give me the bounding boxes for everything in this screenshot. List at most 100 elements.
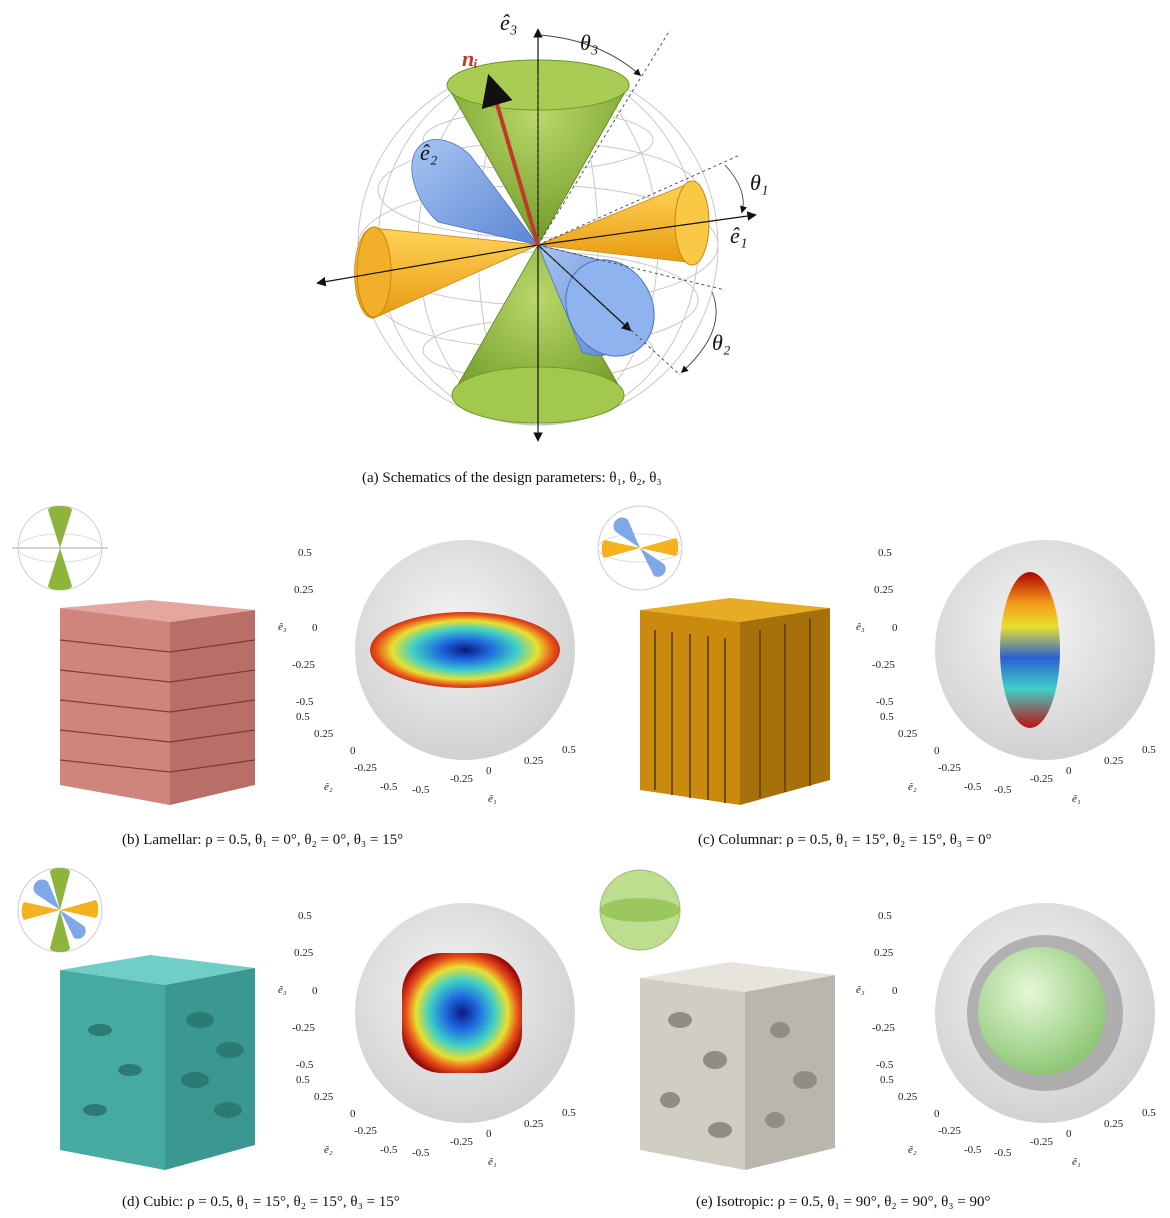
mini-sphere-d [17, 867, 103, 953]
blue-cone-back [411, 139, 539, 246]
e1-tick: -0.25 [450, 773, 473, 785]
e2-tick: -0.5 [964, 1144, 982, 1156]
e1-tick: -0.5 [994, 1147, 1012, 1159]
e3-axis-label: ê₃ [278, 621, 287, 633]
e1-axis-label: ê₁ [488, 793, 497, 805]
z-tick: 0.5 [878, 910, 892, 922]
e1-tick: 0 [1066, 765, 1072, 777]
orange-cone-right [537, 180, 710, 266]
e1-axis-label: ê₁ [488, 1156, 497, 1168]
e2-tick: 0 [350, 1108, 356, 1120]
caption-c: (c) Columnar: ρ = 0.5, θ₁ = 15°, θ₂ = 15… [698, 832, 992, 848]
e1-tick: 0.5 [562, 1107, 576, 1119]
z-tick: 0.5 [298, 547, 312, 559]
z-tick: 0.25 [294, 947, 314, 959]
e2-tick: -0.25 [938, 1125, 961, 1137]
e1-tick: -0.5 [412, 784, 430, 796]
z-tick: 0 [892, 622, 898, 634]
e1-tick: 0.25 [524, 1118, 544, 1130]
isotropic-surface [978, 947, 1106, 1075]
normal-vector [481, 73, 540, 246]
e1-tick: -0.25 [1030, 1136, 1053, 1148]
e2-tick: -0.5 [380, 1144, 398, 1156]
panel-d: 0.5 0.25 0 -0.25 -0.5 0.5 0.25 0 -0.25 -… [17, 867, 576, 1170]
e2-tick: 0.5 [880, 1074, 894, 1086]
mini-sphere-e [599, 869, 681, 951]
panel-a-schematic: ê₃ θ₃ nᵢ ê₂ θ₁ ê₁ θ₂ [316, 10, 768, 442]
e2-tick: -0.25 [938, 762, 961, 774]
e1-tick: -0.5 [412, 1147, 430, 1159]
plot-b: 0.5 0.25 0 -0.25 -0.5 0.5 0.25 0 -0.25 -… [278, 540, 576, 805]
e1-tick: -0.25 [1030, 773, 1053, 785]
e1-tick: -0.25 [450, 1136, 473, 1148]
e1-tick: 0.25 [524, 755, 544, 767]
z-tick: -0.25 [872, 1022, 895, 1034]
plot-c: 0.5 0.25 0 -0.25 -0.5 0.5 0.25 0 -0.25 -… [856, 540, 1156, 805]
z-tick: -0.25 [872, 659, 895, 671]
e1-tick: 0.5 [1142, 1107, 1156, 1119]
e1-tick: 0.5 [1142, 744, 1156, 756]
z-tick: -0.25 [292, 1022, 315, 1034]
z-tick: 0 [312, 622, 318, 634]
caption-d: (d) Cubic: ρ = 0.5, θ₁ = 15°, θ₂ = 15°, … [122, 1194, 400, 1210]
e1-axis-label: ê₁ [1072, 1156, 1081, 1168]
label-theta2: θ₂ [712, 330, 731, 355]
e2-tick: 0.5 [296, 1074, 310, 1086]
z-tick: -0.25 [292, 659, 315, 671]
e2-tick: 0.25 [898, 1091, 918, 1103]
label-e1: ê₁ [730, 223, 747, 248]
lamellar-surface [370, 612, 560, 688]
e1-tick: 0.5 [562, 744, 576, 756]
e1-axis-label: ê₁ [1072, 793, 1081, 805]
e1-tick: 0 [486, 765, 492, 777]
e2-tick: -0.5 [964, 781, 982, 793]
caption-a: (a) Schematics of the design parameters:… [362, 470, 662, 486]
plot-e: 0.5 0.25 0 -0.25 -0.5 0.5 0.25 0 -0.25 -… [856, 903, 1156, 1168]
e3-axis-label: ê₃ [856, 984, 865, 996]
plot-d: 0.5 0.25 0 -0.25 -0.5 0.5 0.25 0 -0.25 -… [278, 903, 576, 1168]
orange-cone-left [354, 226, 540, 319]
label-e2: ê₂ [420, 140, 438, 165]
e2-tick: 0 [934, 745, 940, 757]
e1-tick: 0 [486, 1128, 492, 1140]
e2-tick: 0.5 [880, 711, 894, 723]
dashed-guides [537, 29, 741, 376]
e2-tick: -0.25 [354, 1125, 377, 1137]
e2-tick: 0 [350, 745, 356, 757]
label-theta1: θ₁ [750, 170, 768, 195]
z-tick: -0.5 [296, 1059, 314, 1071]
e1-tick: 0.25 [1104, 755, 1124, 767]
columnar-surface [1000, 572, 1060, 728]
e2-axis-label: ê₂ [908, 781, 917, 793]
z-tick: 0.25 [874, 584, 894, 596]
isotropic-structure [640, 962, 835, 1170]
caption-b: (b) Lamellar: ρ = 0.5, θ₁ = 0°, θ₂ = 0°,… [122, 832, 404, 848]
e2-axis-label: ê₂ [324, 1144, 333, 1156]
cubic-structure [60, 955, 255, 1170]
e1-tick: 0 [1066, 1128, 1072, 1140]
caption-e: (e) Isotropic: ρ = 0.5, θ₁ = 90°, θ₂ = 9… [696, 1194, 991, 1210]
e1-tick: -0.5 [994, 784, 1012, 796]
panel-c: 0.5 0.25 0 -0.25 -0.5 0.5 0.25 0 -0.25 -… [597, 505, 1156, 805]
z-tick: -0.5 [876, 1059, 894, 1071]
e2-tick: 0.25 [314, 1091, 334, 1103]
z-tick: -0.5 [296, 696, 314, 708]
e2-axis-label: ê₂ [324, 781, 333, 793]
e2-tick: 0.25 [314, 728, 334, 740]
e2-axis-label: ê₂ [908, 1144, 917, 1156]
z-tick: 0 [312, 985, 318, 997]
z-tick: 0.25 [294, 584, 314, 596]
lamellar-structure [59, 600, 256, 805]
z-tick: 0.5 [878, 547, 892, 559]
columnar-structure [640, 598, 830, 805]
z-tick: 0 [892, 985, 898, 997]
cubic-surface [402, 953, 522, 1073]
e3-axis-label: ê₃ [278, 984, 287, 996]
angle-arcs [539, 34, 747, 373]
label-theta3: θ₃ [580, 30, 598, 55]
mini-sphere-c [597, 505, 683, 591]
e3-axis-label: ê₃ [856, 621, 865, 633]
e2-tick: -0.25 [354, 762, 377, 774]
z-tick: -0.5 [876, 696, 894, 708]
e2-tick: 0.25 [898, 728, 918, 740]
